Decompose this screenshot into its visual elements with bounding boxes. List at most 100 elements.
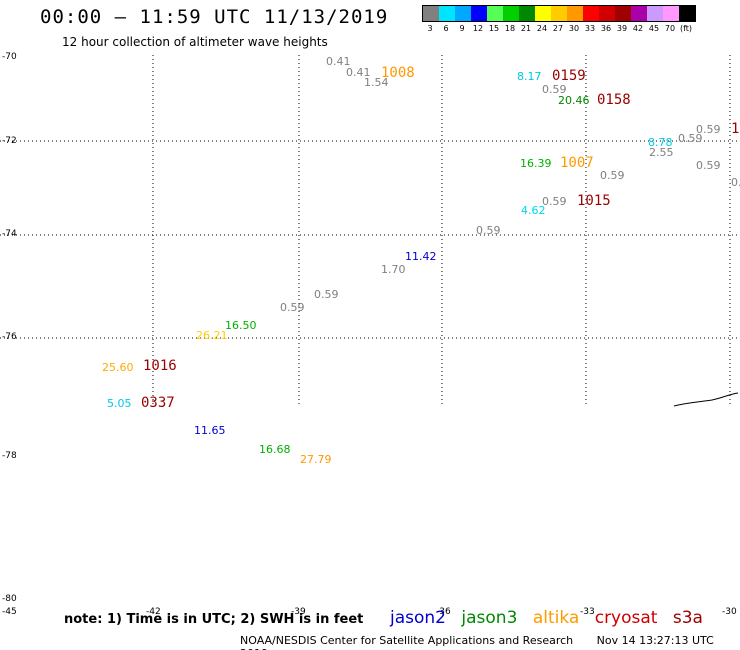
wave-height-value: 0. (731, 176, 740, 189)
satellite-jason2: jason2 (390, 608, 446, 628)
lon-label: -30 (722, 607, 737, 617)
legend-label: 9 (459, 24, 465, 33)
credit-text: NOAA/NESDIS Center for Satellite Applica… (240, 634, 574, 647)
lat-label: -74 (2, 229, 17, 239)
lon-label: -39 (291, 607, 306, 617)
coastline (673, 392, 739, 407)
legend-swatch (471, 6, 487, 21)
wave-height-value: 11.65 (194, 424, 226, 437)
legend-label: 45 (648, 24, 660, 33)
lat-label: -78 (2, 451, 17, 461)
wave-height-value: 0.41 (326, 55, 351, 68)
legend-swatch (503, 6, 519, 21)
time-stamp: 0158 (597, 92, 631, 108)
lon-label: -36 (436, 607, 451, 617)
footer-note: note: 1) Time is in UTC; 2) SWH is in fe… (64, 612, 364, 627)
satellite-altika: altika (532, 608, 580, 628)
wave-height-value: 2.55 (649, 146, 674, 159)
wave-height-value: 0.59 (314, 288, 339, 301)
time-stamp: 0337 (141, 395, 175, 411)
lon-label: -33 (580, 607, 595, 617)
footer-credit-line: NOAA/NESDIS Center for Satellite Applica… (240, 634, 740, 650)
legend-label: 24 (536, 24, 548, 33)
wave-height-value: 0.59 (476, 224, 501, 237)
legend-swatch (679, 6, 695, 21)
lon-label: -42 (146, 607, 161, 617)
legend-swatch (455, 6, 471, 21)
wave-height-legend: 3 6 9 12 15 18 21 24 27 30 33 36 39 42 45 70 (ft) (422, 5, 696, 33)
lat-label: -72 (2, 136, 17, 146)
wave-height-value: 26.21 (196, 329, 228, 342)
wave-height-value: 16.68 (259, 443, 291, 456)
wave-height-value: 11.42 (405, 250, 437, 263)
legend-swatch (439, 6, 455, 21)
satellite-s3a: s3a (672, 608, 703, 628)
wave-height-value: 0.59 (600, 169, 625, 182)
legend-swatch (631, 6, 647, 21)
time-stamp: 1015 (577, 193, 611, 209)
legend-label: 15 (488, 24, 500, 33)
legend-swatch (567, 6, 583, 21)
wave-height-value: 0.59 (542, 195, 567, 208)
wave-height-value: 0.59 (696, 159, 721, 172)
legend-swatch (663, 6, 679, 21)
wave-height-value: 1.54 (364, 76, 389, 89)
wave-height-value: 0.41 (346, 66, 371, 79)
legend-swatch (535, 6, 551, 21)
time-stamp: 1016 (143, 358, 177, 374)
legend-label: 39 (616, 24, 628, 33)
legend-swatch (647, 6, 663, 21)
time-stamp: 1007 (560, 155, 594, 171)
wave-height-value: 0.59 (678, 132, 703, 145)
wave-height-value: 25.60 (102, 361, 134, 374)
generated-timestamp: Nov 14 13:27:13 UTC 2019 (240, 634, 714, 650)
time-stamp: 1 (731, 121, 740, 137)
wave-height-value: 0.59 (280, 301, 305, 314)
legend-swatches (422, 5, 696, 22)
legend-label: (ft) (679, 24, 693, 33)
legend-labels: 3 6 9 12 15 18 21 24 27 30 33 36 39 42 45 70 (ft) (422, 24, 696, 33)
wave-height-value: 20.46 (558, 94, 590, 107)
lon-label: -45 (2, 607, 17, 617)
legend-label: 27 (552, 24, 564, 33)
satellite-jason3: jason3 (461, 608, 518, 628)
legend-swatch (423, 6, 439, 21)
satellite-legend: jason2 jason3 altika cryosat s3a (390, 608, 713, 628)
legend-label: 12 (472, 24, 484, 33)
wave-height-value: 16.39 (520, 157, 552, 170)
satellite-cryosat: cryosat (594, 608, 658, 628)
wave-height-value: 1.70 (381, 263, 406, 276)
page-title: 00:00 — 11:59 UTC 11/13/2019 (40, 6, 389, 28)
legend-swatch (599, 6, 615, 21)
legend-label: 6 (443, 24, 449, 33)
legend-label: 70 (664, 24, 676, 33)
wave-height-value: 8.17 (517, 70, 542, 83)
lat-label: -70 (2, 52, 17, 62)
wave-height-value: 0.59 (542, 83, 567, 96)
lat-label: -80 (2, 594, 17, 604)
legend-swatch (519, 6, 535, 21)
legend-label: 42 (632, 24, 644, 33)
legend-swatch (551, 6, 567, 21)
legend-label: 33 (584, 24, 596, 33)
legend-swatch (583, 6, 599, 21)
legend-label: 18 (504, 24, 516, 33)
legend-label: 21 (520, 24, 532, 33)
lat-label: -76 (2, 332, 17, 342)
wave-height-value: 27.79 (300, 453, 332, 466)
wave-height-value: 5.05 (107, 397, 132, 410)
wave-height-value: 8.78 (648, 136, 673, 149)
wave-height-value: 4.62 (521, 204, 546, 217)
page-subtitle: 12 hour collection of altimeter wave hei… (62, 35, 328, 49)
legend-label: 36 (600, 24, 612, 33)
legend-label: 3 (427, 24, 433, 33)
legend-swatch (487, 6, 503, 21)
wave-height-value: 16.50 (225, 319, 257, 332)
time-stamp: 0159 (552, 68, 586, 84)
wave-height-value: 0.59 (696, 123, 721, 136)
legend-label: 30 (568, 24, 580, 33)
time-stamp: 1008 (381, 65, 415, 81)
legend-swatch (615, 6, 631, 21)
